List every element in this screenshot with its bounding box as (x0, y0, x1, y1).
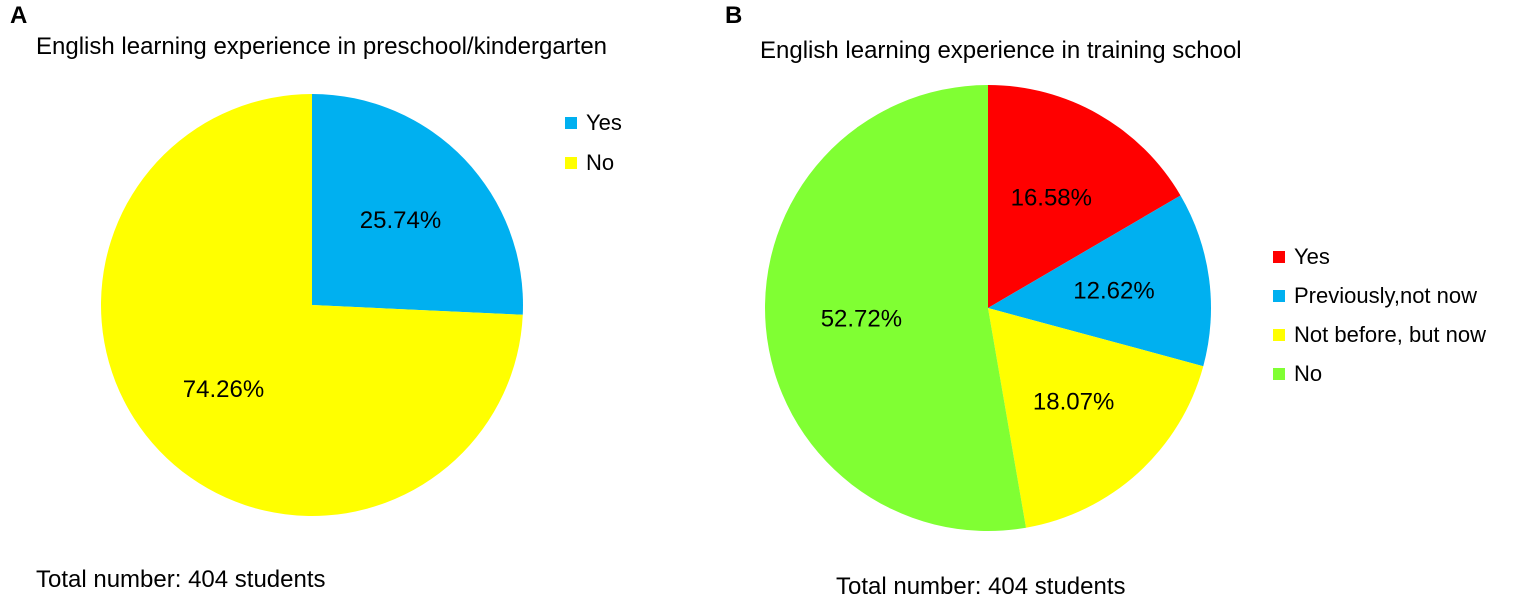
legend-swatch (565, 157, 577, 169)
slice-label-previously-not-now: 12.62% (1073, 278, 1154, 305)
chart-title-b: English learning experience in training … (760, 37, 1242, 64)
pie-slice-previously-not-now (988, 195, 1212, 367)
pie-slice-no (100, 94, 523, 516)
legend-swatch (565, 117, 577, 129)
pie-chart-a: 25.74% 74.26% (100, 94, 523, 516)
chart-title-a: English learning experience in preschool… (36, 33, 608, 60)
legend-item-not-before-but-now: Not before, but now (1273, 315, 1486, 354)
legend-label: No (586, 150, 615, 175)
slice-label-no: 74.26% (183, 376, 264, 403)
panel-label-a: A (10, 2, 28, 29)
slice-label-no: 52.72% (821, 305, 902, 332)
legend-item-previously-not-now: Previously,not now (1273, 276, 1486, 315)
legend-swatch (1273, 328, 1285, 341)
slice-label-yes: 16.58% (1011, 184, 1092, 211)
slice-label-not-before-but-now: 18.07% (1033, 389, 1114, 416)
total-label-b: Total number: 404 students (836, 573, 1126, 600)
pie-slice-no (765, 85, 1026, 531)
legend-a: Yes No (565, 103, 622, 183)
legend-item-no: No (1273, 354, 1486, 393)
legend-item-yes: Yes (1273, 237, 1486, 276)
pie-slice-yes (988, 85, 1181, 308)
panel-label-b: B (725, 2, 743, 29)
total-label-a: Total number: 404 students (36, 566, 326, 593)
pie-chart-b: 16.58% 12.62% 18.07% 52.72% (765, 85, 1212, 531)
legend-item-no: No (565, 143, 622, 183)
pie-slice-not-before-but-now (988, 308, 1204, 528)
legend-swatch (1273, 289, 1285, 302)
slice-label-yes: 25.74% (360, 207, 441, 234)
legend-label: Not before, but now (1294, 321, 1487, 347)
legend-label: Yes (1294, 243, 1330, 269)
legend-label: Yes (586, 110, 622, 135)
legend-label: Previously,not now (1294, 282, 1478, 308)
legend-b: Yes Previously,not now Not before, but now… (1273, 237, 1486, 393)
legend-label: No (1294, 360, 1323, 386)
chart-panel-a: A English learning experience in prescho… (0, 0, 760, 603)
chart-panel-b: B English learning experience in trainin… (725, 0, 1535, 603)
pie-slice-yes (312, 94, 523, 315)
legend-item-yes: Yes (565, 103, 622, 143)
legend-swatch (1273, 367, 1285, 380)
legend-swatch (1273, 250, 1285, 263)
